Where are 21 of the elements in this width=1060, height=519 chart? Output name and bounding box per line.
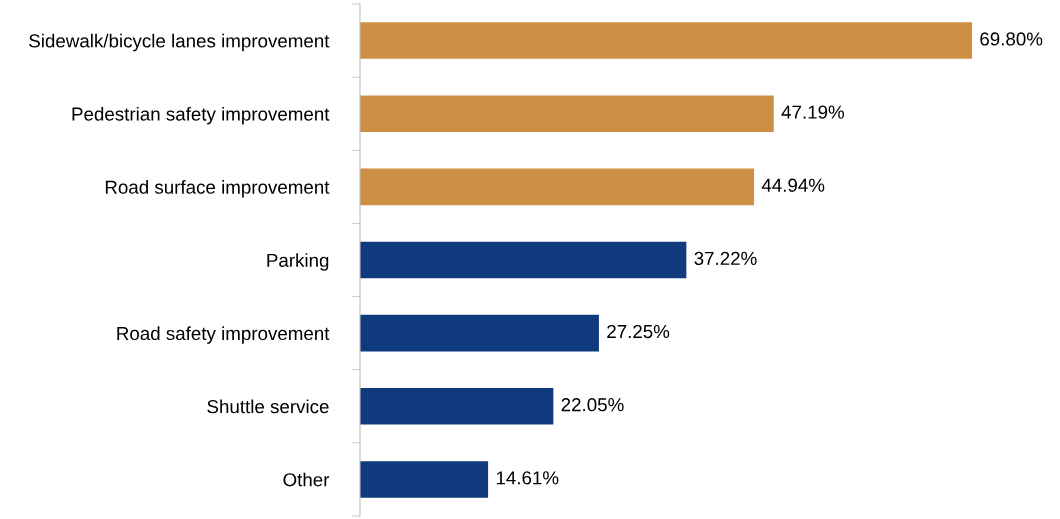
- data-label: 69.80%: [980, 32, 1043, 46]
- y-tick-label: Parking: [267, 253, 329, 271]
- y-tick-label: Road surface improvement: [105, 180, 330, 198]
- bar: [360, 314, 599, 352]
- y-tick-label: Pedestrian safety improvement: [72, 106, 330, 125]
- bar: [360, 22, 972, 59]
- data-label: 47.19%: [781, 105, 845, 119]
- data-label: 27.25%: [607, 324, 670, 339]
- bar: [360, 461, 489, 498]
- bar: [360, 95, 774, 132]
- y-tick-label: Other: [283, 472, 330, 487]
- data-label: 22.05%: [561, 398, 624, 412]
- y-tick-label: Shuttle service: [207, 399, 329, 414]
- bar: [360, 388, 554, 425]
- data-label: 14.61%: [496, 471, 559, 485]
- bar: [360, 241, 687, 279]
- bar: [360, 168, 755, 206]
- data-label: 37.22%: [694, 251, 757, 266]
- y-tick-label: Sidewalk/bicycle lanes improvement: [29, 33, 330, 52]
- data-label: 44.94%: [761, 178, 825, 192]
- y-tick-label: Road safety improvement: [117, 326, 330, 344]
